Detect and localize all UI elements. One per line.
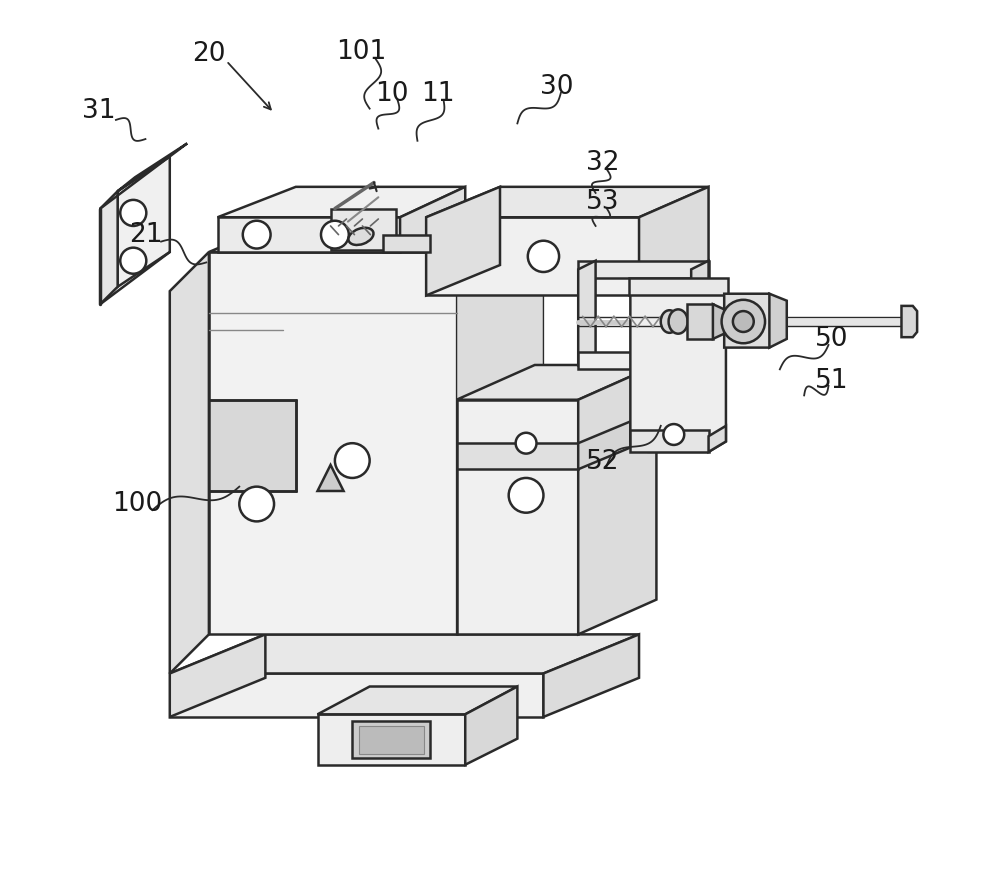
- Circle shape: [722, 300, 765, 343]
- Ellipse shape: [661, 310, 678, 333]
- Text: 20: 20: [192, 41, 226, 67]
- Polygon shape: [352, 721, 430, 758]
- Polygon shape: [209, 217, 535, 252]
- Circle shape: [321, 221, 349, 249]
- Circle shape: [335, 443, 370, 478]
- Text: 52: 52: [586, 449, 619, 475]
- Polygon shape: [457, 252, 543, 634]
- Circle shape: [243, 221, 271, 249]
- Polygon shape: [578, 261, 709, 278]
- Text: 32: 32: [586, 150, 619, 176]
- Text: 10: 10: [375, 81, 408, 107]
- Polygon shape: [769, 294, 787, 348]
- Polygon shape: [318, 465, 344, 491]
- Text: 21: 21: [129, 222, 162, 248]
- Polygon shape: [209, 252, 457, 634]
- Polygon shape: [578, 365, 656, 634]
- Text: 101: 101: [336, 39, 386, 65]
- Circle shape: [516, 433, 536, 454]
- Text: 11: 11: [421, 81, 454, 107]
- Polygon shape: [639, 187, 709, 295]
- Polygon shape: [118, 156, 170, 287]
- Polygon shape: [543, 634, 639, 717]
- Text: 50: 50: [815, 326, 849, 352]
- Text: 53: 53: [586, 189, 619, 215]
- Text: 100: 100: [112, 491, 162, 517]
- Polygon shape: [691, 261, 709, 365]
- Polygon shape: [426, 187, 500, 295]
- Polygon shape: [630, 285, 726, 452]
- Polygon shape: [629, 278, 728, 295]
- Polygon shape: [359, 726, 424, 754]
- Polygon shape: [318, 687, 517, 714]
- Polygon shape: [426, 217, 639, 295]
- Text: 30: 30: [540, 74, 573, 100]
- Circle shape: [120, 200, 146, 226]
- Polygon shape: [118, 143, 187, 191]
- Polygon shape: [578, 421, 630, 469]
- Polygon shape: [100, 191, 118, 304]
- Polygon shape: [457, 400, 578, 634]
- Polygon shape: [331, 209, 396, 250]
- Circle shape: [239, 487, 274, 521]
- Circle shape: [663, 424, 684, 445]
- Text: 51: 51: [815, 368, 849, 394]
- Polygon shape: [218, 217, 400, 252]
- Polygon shape: [400, 187, 465, 252]
- Polygon shape: [170, 673, 543, 717]
- Polygon shape: [630, 430, 709, 452]
- Ellipse shape: [348, 228, 373, 245]
- Polygon shape: [170, 634, 639, 673]
- Polygon shape: [465, 687, 517, 765]
- Polygon shape: [709, 426, 726, 452]
- Polygon shape: [457, 365, 656, 400]
- Circle shape: [528, 241, 559, 272]
- Polygon shape: [170, 634, 265, 717]
- Polygon shape: [578, 352, 709, 369]
- Polygon shape: [426, 187, 709, 217]
- Circle shape: [733, 311, 754, 332]
- Ellipse shape: [669, 309, 688, 334]
- Polygon shape: [724, 294, 778, 348]
- Polygon shape: [901, 306, 917, 337]
- Polygon shape: [578, 261, 596, 365]
- Polygon shape: [383, 235, 430, 252]
- Text: 31: 31: [82, 98, 115, 124]
- Polygon shape: [218, 187, 465, 217]
- Circle shape: [120, 248, 146, 274]
- Polygon shape: [209, 400, 296, 491]
- Circle shape: [509, 478, 543, 513]
- Polygon shape: [170, 252, 209, 673]
- Polygon shape: [457, 443, 578, 469]
- Polygon shape: [687, 304, 713, 339]
- Polygon shape: [318, 714, 465, 765]
- Polygon shape: [713, 304, 724, 339]
